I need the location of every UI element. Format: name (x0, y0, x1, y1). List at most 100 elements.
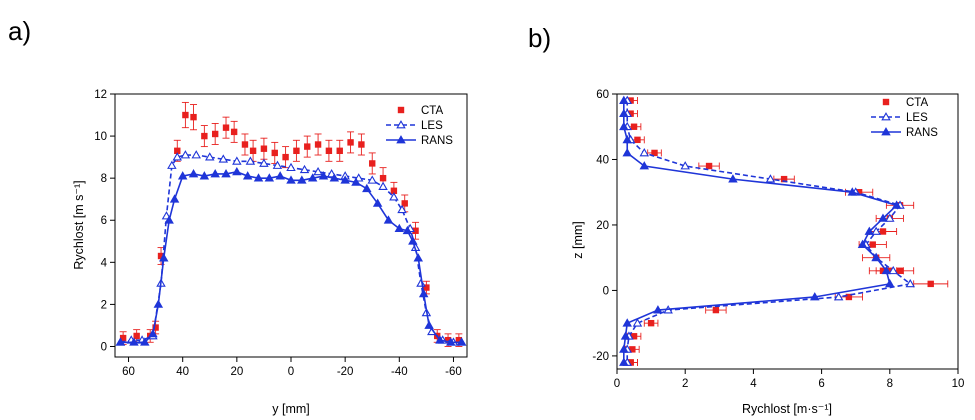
panel-a-cta-point (423, 284, 430, 291)
panel-a-x-tick-label: -60 (445, 366, 462, 378)
panel-a-les-point (389, 192, 399, 201)
panel-a-les-point (191, 150, 201, 159)
panel-b-les-point (888, 265, 898, 275)
panel-a-cta-point (174, 147, 181, 155)
panel-b-cta-point (896, 267, 904, 274)
panel-b-y-tick-label: 40 (596, 154, 609, 166)
panel-b-cta-point (627, 97, 634, 104)
panel-b-rans-point (653, 305, 663, 314)
panel-a-rans-point (153, 299, 164, 308)
panel-a-series-cta (119, 101, 463, 347)
panel-a-rans-point (413, 253, 424, 262)
panel-a-rans-point (329, 173, 340, 182)
panel-a-cta-point (444, 336, 452, 344)
panel-a-rans-point (140, 337, 150, 346)
panel-a-cta-point (282, 153, 289, 161)
panel-b-les-point (833, 292, 844, 301)
panel-a-rans-point (394, 223, 405, 233)
panel-b-rans-point (622, 134, 632, 144)
panel-b-y-tick-label: 20 (596, 220, 609, 232)
panel-a-cta-point (260, 145, 268, 152)
panel-b-x-tick-label: 10 (952, 378, 965, 390)
panel-b-rans-point (619, 357, 629, 366)
panel-b-legend-item-les: LES (871, 112, 928, 124)
panel-a-legend-label-les: LES (421, 120, 443, 132)
panel-a-cta-point (293, 147, 300, 155)
panel-a-rans-point (297, 175, 307, 184)
panel-b-x-tick-label: 4 (750, 378, 757, 390)
panel-a-les-point (367, 175, 377, 184)
panel-a-rans-point (435, 335, 445, 344)
panel-a-legend-marker-rans (396, 135, 406, 144)
panel-a-rans-point (286, 175, 296, 184)
panel-a-legend-item-cta: CTA (397, 105, 443, 117)
panel-a-legend-marker-les (396, 120, 406, 129)
panel-a-rans-point (418, 288, 429, 298)
panel-a-cta-point (201, 132, 208, 140)
panel-a-series-rans (115, 166, 467, 346)
panel-a-rans-point (402, 225, 413, 235)
panel-a-rans-point (275, 171, 285, 180)
panel-b-cta-point (845, 293, 853, 301)
panel-b-legend-label-les: LES (906, 112, 928, 124)
panel-b-rans-point (885, 278, 895, 288)
panel-a-rans-point (307, 173, 318, 182)
panel-a-rans-point (242, 171, 253, 180)
panel-b-cta-point (780, 175, 788, 183)
panel-a-rans-point (164, 215, 174, 224)
panel-b-cta-point (629, 346, 636, 353)
panel-b-les-point (765, 174, 776, 183)
panel-a-les-point (172, 152, 183, 161)
panel-b-rans-point (878, 213, 888, 222)
panel-a-y-tick-label: 6 (101, 215, 107, 227)
panel-a-rans-point (199, 171, 210, 180)
panel-b-legend-label-rans: RANS (906, 127, 938, 139)
panel-b-cta-point (651, 149, 658, 157)
panel-b-cta-point (630, 123, 638, 130)
panel-a-rans-point (188, 169, 199, 178)
panel-a-rans-point (232, 166, 242, 176)
panel-b-series (619, 95, 949, 366)
panel-a-x-tick-label: -40 (391, 366, 408, 378)
panel-a-legend-item-les: LES (386, 120, 443, 132)
panel-a-series-les (115, 150, 467, 346)
panel-a-legend-item-rans: RANS (386, 135, 453, 147)
panel-a-les-line (120, 154, 462, 344)
panel-b-legend-label-cta: CTA (906, 97, 928, 109)
panel-b-les-point (885, 213, 895, 222)
panel-a-rans-point (446, 337, 456, 346)
panel-a-cta-point (358, 141, 365, 148)
panel-a-les-point (245, 156, 256, 165)
panel-a-rans-point (408, 236, 418, 245)
panel-a-les-point (299, 164, 310, 174)
panel-a-rans-point (115, 337, 126, 346)
panel-a-les-point (272, 160, 283, 169)
panel-b-les-point (680, 161, 690, 170)
panel-a-x-tick-label: 40 (176, 366, 189, 378)
panel-b-cta-point (647, 319, 655, 327)
panel-a-x-tick-label: 0 (288, 366, 294, 378)
panel-b-cta-point (705, 162, 713, 170)
panel-a-rans-point (264, 173, 275, 182)
panel-b-rans-point (622, 148, 632, 157)
panel-a-les-point (232, 156, 242, 165)
panel-a-rans-point (362, 183, 372, 193)
panel-b-cta-point (869, 241, 876, 248)
panel-a-legend-label-cta: CTA (421, 105, 443, 117)
panel-b-legend-marker-les (881, 112, 891, 121)
panel-b-y-tick-label: 60 (596, 89, 609, 101)
panel-a-cta-point (412, 227, 419, 234)
panel-b-les-point (905, 278, 916, 288)
panel-a-rans-point (372, 198, 383, 207)
panel-a-cta-point (401, 200, 408, 207)
panel-b-rans-point (857, 239, 868, 248)
panel-a-cta-point (119, 334, 127, 342)
panel-a-les-point (259, 158, 269, 167)
panel-b-legend-marker-rans (881, 127, 891, 136)
panel-a-les-point (397, 204, 407, 214)
panel-b-label: b) (528, 23, 551, 53)
panel-a-y-tick-label: 0 (101, 341, 107, 353)
panel-b-cta-point (634, 136, 641, 144)
panel-a-cta-point (336, 147, 343, 155)
